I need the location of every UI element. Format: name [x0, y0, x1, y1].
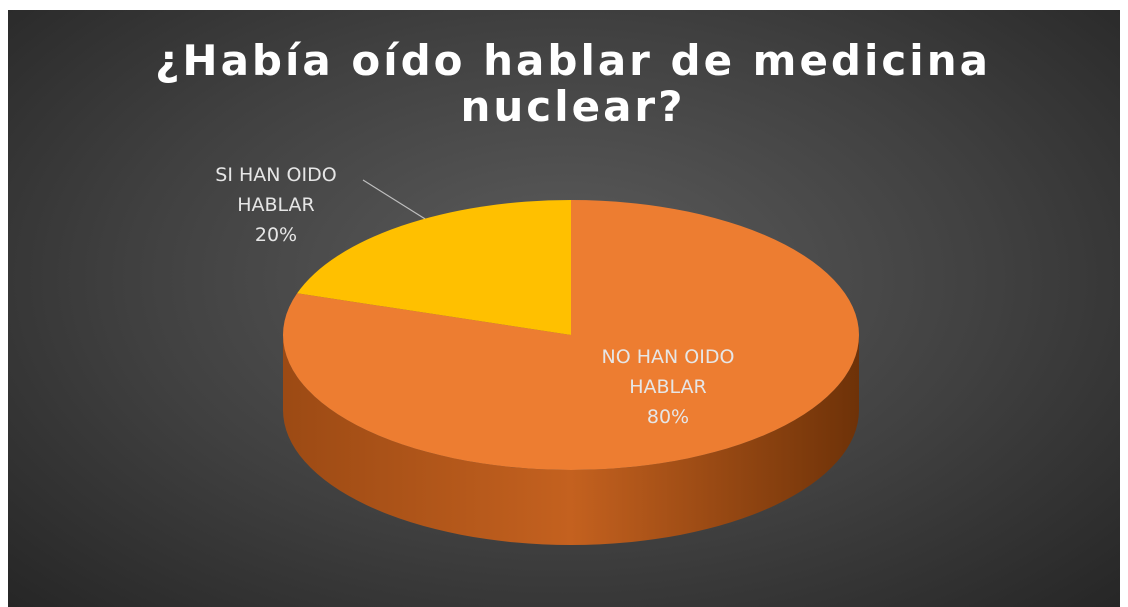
data-label: SI HAN OIDO HABLAR 20% [176, 160, 376, 250]
value-label: 20% [254, 224, 298, 246]
pie-slice [297, 200, 571, 335]
category-label: NO HAN OIDO HABLAR [601, 346, 735, 398]
value-label: 80% [646, 406, 690, 428]
chart-title: ¿Había oído hablar de medicina nuclear? [155, 36, 991, 131]
category-label: SI HAN OIDO HABLAR [215, 164, 337, 216]
chart: ¿Había oído hablar de medicina nuclear? … [8, 10, 1120, 607]
leader-line [362, 179, 431, 223]
pie-area [282, 179, 859, 545]
pie-side [283, 335, 859, 545]
data-label: NO HAN OIDO HABLAR 80% [568, 342, 768, 432]
